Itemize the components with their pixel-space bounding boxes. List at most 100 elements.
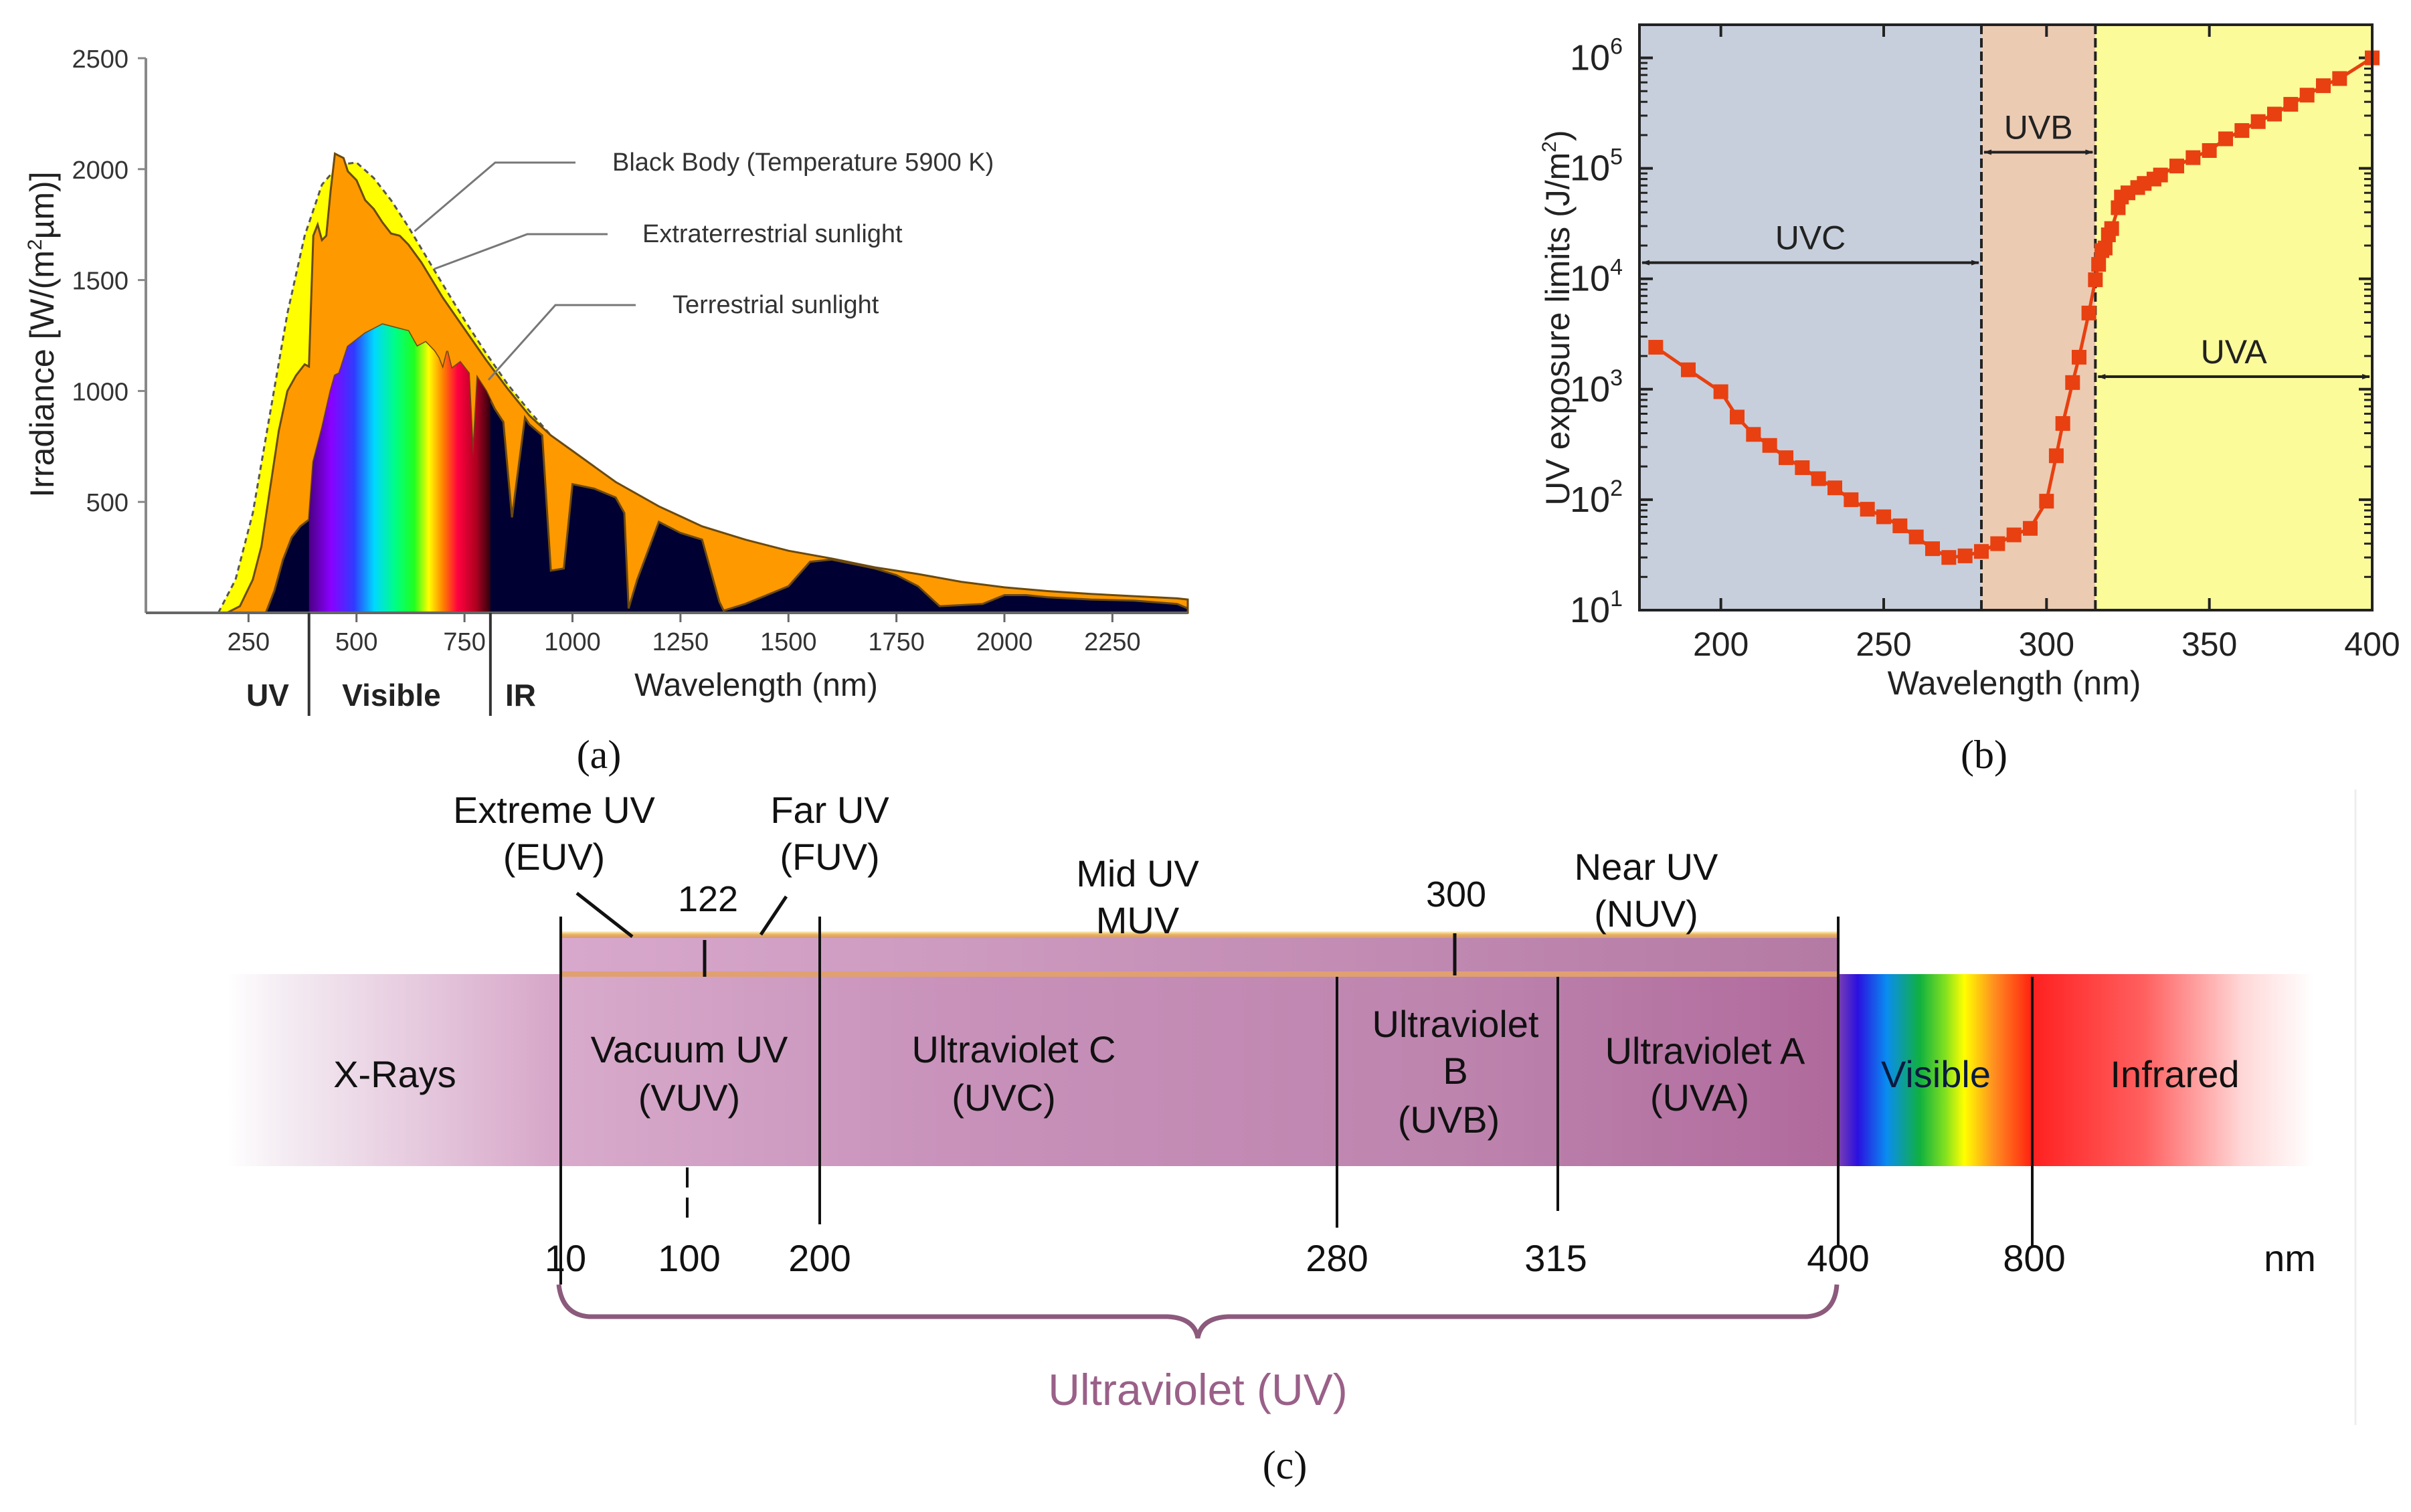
a-x-tick-label: 250 xyxy=(228,628,270,656)
b-data-point xyxy=(1876,509,1891,525)
c-band-label-vuv-abbr: (VUV) xyxy=(638,1076,740,1119)
b-y-tick-label: 105 xyxy=(1570,145,1623,189)
b-data-point xyxy=(1795,460,1810,476)
c-band-label-vuv: Vacuum UV xyxy=(591,1028,788,1070)
c-euv-pointer xyxy=(575,892,634,938)
b-data-point xyxy=(2091,257,2107,272)
a-y-tick-label: 2000 xyxy=(72,157,128,185)
b-y-tick-label: 102 xyxy=(1570,476,1623,520)
b-data-point xyxy=(1957,548,1973,563)
c-mid-edge xyxy=(562,971,1838,977)
c-bottom-tick-label: 10 xyxy=(545,1237,586,1279)
b-data-point xyxy=(1908,529,1924,545)
b-band-uvc xyxy=(1639,25,1981,610)
b-data-point xyxy=(1860,502,1875,517)
c-xray-band xyxy=(228,974,562,1166)
c-top-label-muv: Mid UV xyxy=(1076,852,1199,894)
a-x-tick-label: 2250 xyxy=(1084,628,1141,656)
b-data-point xyxy=(2081,305,2096,320)
b-data-point xyxy=(2250,114,2266,129)
b-y-tick-label: 106 xyxy=(1570,34,1623,78)
a-x-axis-label: Wavelength (nm) xyxy=(634,668,878,703)
a-region-label: IR xyxy=(505,678,536,713)
c-uv-bracket xyxy=(556,1284,1840,1339)
b-data-point xyxy=(2234,123,2250,138)
a-legend-label: Terrestrial sunlight xyxy=(673,291,879,319)
b-data-point xyxy=(1746,427,1761,442)
c-fuv-pointer xyxy=(759,895,788,936)
b-data-point xyxy=(2299,88,2315,103)
b-data-point xyxy=(1990,536,2005,551)
c-band-label-xrays: X-Rays xyxy=(333,1053,456,1095)
a-y-tick-label: 1000 xyxy=(72,378,128,406)
a-x-tick-label: 1250 xyxy=(652,628,709,656)
a-x-tick-label: 1500 xyxy=(760,628,817,656)
a-x-tick-label: 750 xyxy=(443,628,485,656)
b-data-point xyxy=(2023,521,2038,536)
b-x-tick-label: 350 xyxy=(2181,626,2237,663)
b-data-point xyxy=(1827,480,1842,496)
a-axes xyxy=(145,58,1188,614)
b-data-point xyxy=(2332,71,2347,86)
b-x-tick-label: 300 xyxy=(2019,626,2074,663)
panel-a-irradiance-chart: 500 1000 1500 2000 2500 250 500 750 1000 1250 1500… xyxy=(23,45,1189,777)
c-top-label-euv-abbr: (EUV) xyxy=(503,836,605,878)
b-data-point xyxy=(1762,438,1777,453)
c-top-label-euv: Extreme UV xyxy=(453,789,655,831)
c-top-label-nuv-abbr: (NUV) xyxy=(1594,892,1698,935)
b-data-point xyxy=(1713,384,1728,399)
a-legend-label: Black Body (Temperature 5900 K) xyxy=(612,149,994,177)
c-labels: Extreme UV (EUV) Far UV (FUV) Mid UV MUV Near … xyxy=(333,789,2316,1279)
b-data-point xyxy=(2088,272,2103,288)
b-y-tick-label: 103 xyxy=(1570,365,1623,409)
a-series-terrestrial xyxy=(264,323,1189,614)
b-band-label: UVA xyxy=(2201,333,2268,371)
b-data-point xyxy=(1925,541,1940,557)
c-band-label-uvc-abbr: (UVC) xyxy=(952,1076,1056,1119)
c-visible-band xyxy=(1838,974,2032,1166)
c-top-label-muv-abbr: MUV xyxy=(1096,899,1180,941)
b-x-tick-label: 400 xyxy=(2344,626,2400,663)
b-data-point xyxy=(1681,362,1696,377)
c-upper-edge xyxy=(562,931,1838,938)
panel-c-uv-spectrum-diagram: Extreme UV (EUV) Far UV (FUV) Mid UV MUV Near … xyxy=(228,789,2357,1487)
b-data-point xyxy=(2153,167,2168,183)
b-data-point xyxy=(2055,415,2070,431)
b-data-point xyxy=(2316,78,2331,94)
c-band-label-uva-abbr: (UVA) xyxy=(1650,1076,1749,1119)
a-plot-areas xyxy=(216,152,1189,614)
b-data-point xyxy=(1844,492,1859,507)
a-y-axis-label: Irradiance [W/(m2µm)] xyxy=(23,171,61,497)
c-uv-band xyxy=(562,974,1838,1166)
c-uv-upper-band xyxy=(562,935,1838,974)
c-top-label-nuv: Near UV xyxy=(1575,846,1718,888)
c-caption: (c) xyxy=(1263,1443,1308,1487)
c-tick-lines xyxy=(559,892,2034,1285)
b-data-point xyxy=(1892,518,1908,533)
c-uv-bracket-label: Ultraviolet (UV) xyxy=(1048,1365,1347,1414)
b-band-arrows: UVC UVB UVA xyxy=(1641,108,2370,379)
b-x-axis-label: Wavelength (nm) xyxy=(1888,664,2141,702)
b-y-axis-label: UV exposure limits (J/m2) xyxy=(1538,130,1577,505)
b-data-point xyxy=(1730,409,1745,425)
c-bottom-tick-label: 280 xyxy=(1306,1237,1368,1279)
c-bottom-tick-label: 400 xyxy=(1807,1237,1869,1279)
b-data-point xyxy=(2006,527,2022,543)
b-series xyxy=(1648,50,2380,565)
b-data-point xyxy=(2104,221,2119,236)
a-legend-leader xyxy=(487,304,636,381)
a-x-tick-label: 500 xyxy=(335,628,377,656)
b-band-label: UVB xyxy=(2004,108,2073,146)
c-band-label-uvb-abbr: (UVB) xyxy=(1398,1099,1500,1141)
c-infrared-band xyxy=(2032,974,2313,1166)
a-legend-label: Extraterrestrial sunlight xyxy=(642,220,903,248)
a-y-tick-label: 500 xyxy=(86,489,128,517)
b-data-point xyxy=(2048,448,2064,464)
b-bands xyxy=(1639,25,2372,610)
b-data-point xyxy=(2185,150,2201,165)
b-data-point xyxy=(1974,544,1989,559)
a-region-label: UV xyxy=(246,678,289,713)
b-plot-frame xyxy=(1638,23,2374,611)
b-data-point xyxy=(2072,349,2086,365)
